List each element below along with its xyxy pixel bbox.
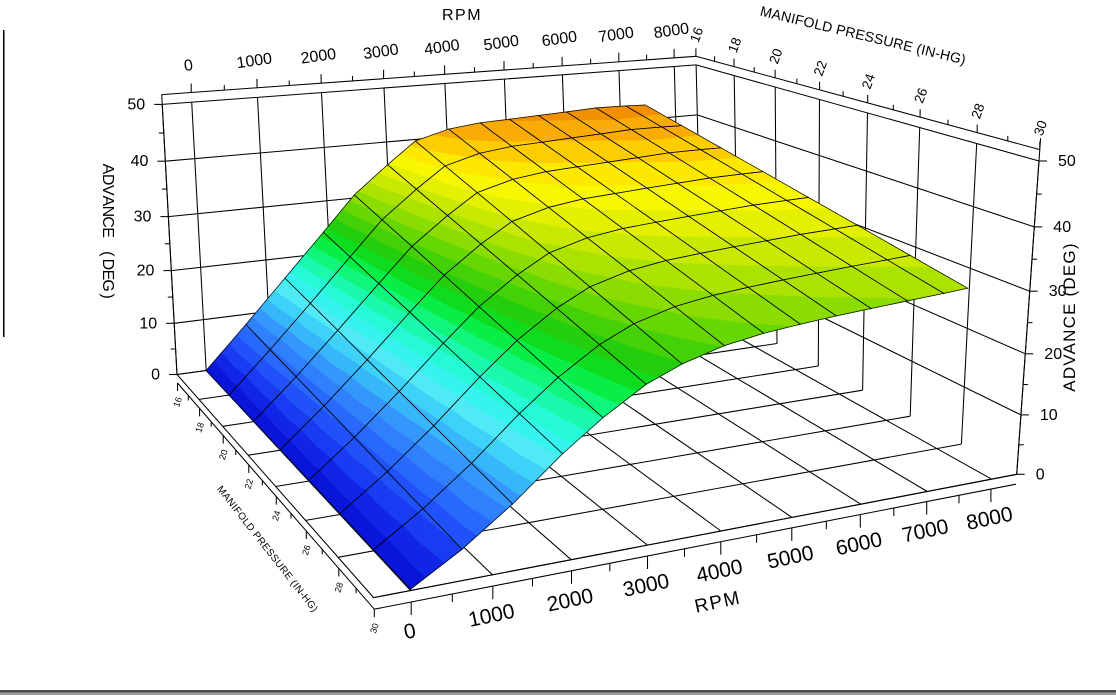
- svg-text:(: (: [99, 251, 116, 257]
- svg-text:8000: 8000: [653, 20, 691, 42]
- svg-text:24: 24: [270, 509, 283, 522]
- svg-text:RPM: RPM: [442, 7, 482, 24]
- svg-text:G: G: [99, 279, 116, 291]
- svg-text:C: C: [99, 216, 116, 228]
- svg-text:0: 0: [402, 619, 418, 644]
- svg-text:): ): [99, 294, 116, 299]
- svg-text:5000: 5000: [483, 33, 521, 55]
- svg-text:20: 20: [766, 47, 785, 66]
- svg-text:0: 0: [151, 367, 160, 384]
- svg-text:4000: 4000: [423, 37, 461, 59]
- svg-text:16: 16: [171, 396, 184, 409]
- svg-text:2000: 2000: [300, 46, 338, 68]
- svg-text:D: D: [99, 259, 116, 271]
- svg-text:30: 30: [134, 209, 152, 226]
- svg-text:40: 40: [131, 153, 149, 170]
- svg-text:28: 28: [333, 581, 346, 594]
- svg-text:0: 0: [183, 57, 194, 75]
- svg-text:1000: 1000: [236, 50, 274, 72]
- svg-text:18: 18: [725, 35, 744, 54]
- svg-text:30: 30: [368, 622, 381, 635]
- svg-text:40: 40: [1053, 219, 1071, 236]
- svg-text:26: 26: [300, 544, 313, 557]
- svg-text:V: V: [99, 185, 116, 196]
- svg-text:10: 10: [1040, 407, 1058, 424]
- svg-text:24: 24: [859, 71, 878, 91]
- svg-text:20: 20: [217, 448, 230, 461]
- svg-text:20: 20: [137, 263, 155, 280]
- svg-text:A: A: [99, 164, 116, 175]
- svg-text:10: 10: [139, 315, 157, 332]
- svg-text:28: 28: [968, 101, 987, 120]
- svg-text:22: 22: [811, 59, 830, 78]
- svg-text:50: 50: [127, 96, 145, 113]
- svg-text:30: 30: [1049, 283, 1067, 300]
- svg-text:7000: 7000: [597, 24, 635, 46]
- svg-text:30: 30: [1031, 118, 1050, 137]
- svg-text:E: E: [99, 270, 116, 281]
- svg-text:50: 50: [1058, 153, 1076, 170]
- svg-text:6000: 6000: [541, 29, 579, 51]
- svg-text:18: 18: [193, 421, 206, 434]
- svg-text:16: 16: [687, 25, 706, 44]
- svg-text:E: E: [99, 227, 116, 238]
- svg-text:ADVANCE (DEG): ADVANCE (DEG): [1060, 242, 1079, 391]
- svg-text:0: 0: [1036, 466, 1045, 483]
- svg-text:N: N: [99, 206, 116, 218]
- svg-text:22: 22: [243, 478, 256, 491]
- svg-text:A: A: [99, 195, 116, 206]
- svg-text:D: D: [99, 174, 116, 186]
- svg-text:20: 20: [1044, 346, 1062, 363]
- svg-text:26: 26: [911, 86, 930, 105]
- svg-text:3000: 3000: [362, 41, 400, 63]
